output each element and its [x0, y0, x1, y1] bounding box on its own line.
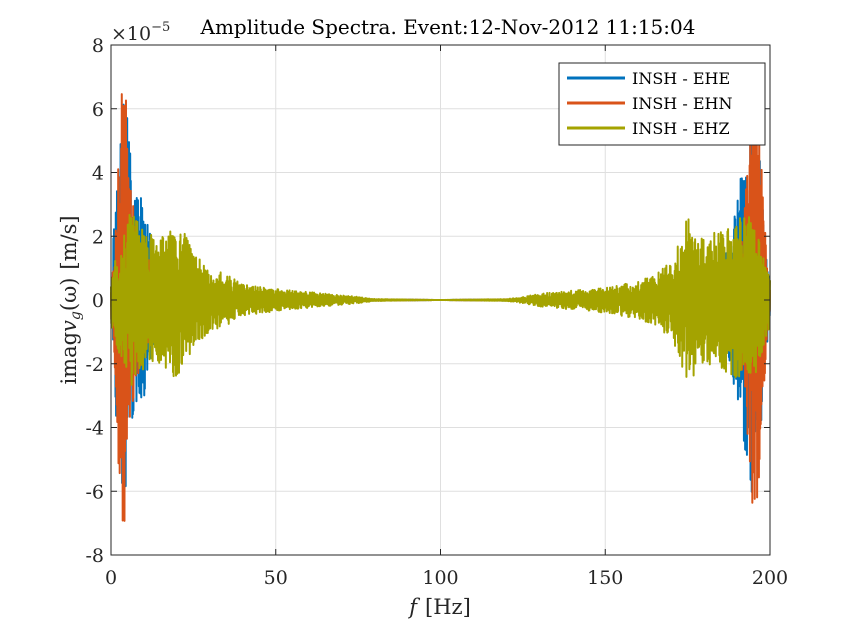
x-tick-label: 100: [422, 567, 458, 589]
y-tick-label: -4: [85, 418, 104, 440]
legend-entry-label: INSH - EHE: [632, 69, 730, 88]
series-layer: [110, 88, 771, 522]
legend: INSH - EHE INSH - EHN INSH - EHZ: [558, 62, 766, 146]
legend-entry-label: INSH - EHN: [632, 94, 732, 113]
y-tick-label: 8: [92, 35, 104, 57]
y-axis-label-arg: (ω): [57, 278, 81, 312]
ticks: 0 50 100 150 200 -8 -6 -4 -2 0 2 4 6 8: [85, 35, 788, 589]
series-line: [110, 213, 771, 386]
x-tick-label: 150: [587, 567, 623, 589]
y-axis-label: imagvg(ω) [m/s]: [57, 215, 84, 384]
x-tick-label: 200: [752, 567, 788, 589]
y-axis-exponent: ×10−5: [111, 20, 170, 45]
y-tick-label: -8: [85, 545, 104, 567]
y-tick-label: -6: [85, 481, 104, 503]
y-exponent-base: ×10: [111, 23, 151, 45]
x-tick-label: 50: [264, 567, 288, 589]
y-axis-label-prefix: imag: [57, 332, 81, 385]
y-axis-label-sub: g: [68, 311, 84, 320]
y-axis-label-var: v: [57, 320, 81, 332]
y-tick-label: 4: [92, 163, 104, 185]
y-tick-label: 0: [92, 290, 104, 312]
y-tick-label: 6: [92, 99, 104, 121]
y-tick-label: -2: [85, 354, 104, 376]
y-axis-label-unit: [m/s]: [57, 215, 81, 269]
chart-title: Amplitude Spectra. Event:12-Nov-2012 11:…: [200, 15, 696, 39]
x-tick-label: 0: [105, 567, 117, 589]
y-exponent-power: −5: [151, 20, 170, 35]
legend-entry-label: INSH - EHZ: [632, 119, 730, 138]
y-tick-label: 2: [92, 226, 104, 248]
x-axis-label: f [Hz]: [407, 595, 471, 619]
x-axis-label-unit: [Hz]: [425, 595, 471, 619]
x-axis-label-var: f: [407, 595, 420, 619]
